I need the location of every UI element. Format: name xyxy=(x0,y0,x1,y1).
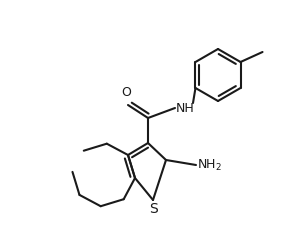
Text: NH$_2$: NH$_2$ xyxy=(197,158,222,172)
Text: S: S xyxy=(149,202,157,216)
Text: O: O xyxy=(121,86,131,99)
Text: NH: NH xyxy=(176,102,195,114)
